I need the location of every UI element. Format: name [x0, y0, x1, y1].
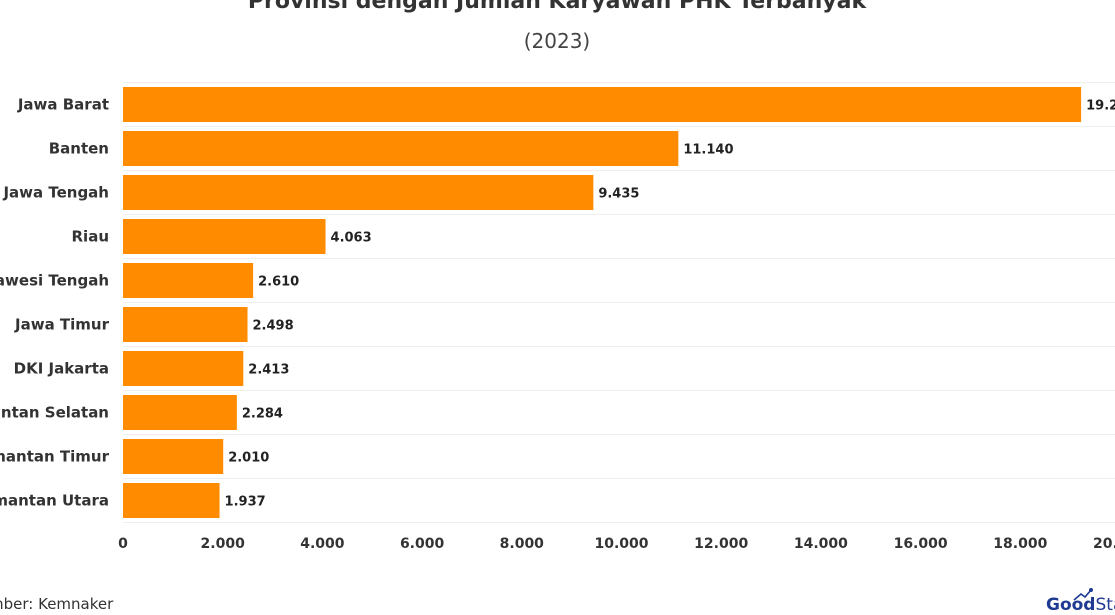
category-label: Kalimantan Utara	[0, 492, 109, 510]
value-label: 2.498	[253, 319, 294, 334]
value-label: 2.284	[242, 407, 283, 422]
category-label: Jawa Timur	[14, 316, 110, 334]
x-tick-label: 14.000	[794, 536, 848, 552]
chart-subtitle: (2023)	[524, 29, 591, 53]
category-label: Banten	[49, 140, 109, 158]
x-tick-label: 0	[118, 536, 128, 552]
x-tick-label: 8.000	[500, 536, 545, 552]
value-labels: 19.220 11.140 9.435 4.063 2.610 2.498 2.413 2.2…	[225, 99, 1115, 510]
value-label: 19.220	[1086, 99, 1115, 114]
logo-good-text: Good	[1046, 595, 1095, 615]
x-tick-label: 6.000	[400, 536, 445, 552]
grid-lines	[123, 82, 1115, 523]
bar	[123, 395, 237, 430]
category-label: DKI Jakarta	[14, 360, 109, 378]
bars	[123, 87, 1082, 518]
value-label: 2.010	[228, 451, 269, 466]
category-label: Jawa Tengah	[2, 184, 109, 202]
value-label: 11.140	[683, 143, 733, 158]
bar	[123, 439, 224, 474]
goodstats-logo: GoodStats	[1046, 588, 1115, 615]
bar	[123, 263, 254, 298]
category-label: Kalimantan Selatan	[0, 404, 109, 422]
x-tick-label: 12.000	[694, 536, 748, 552]
chart-title: Provinsi dengan Jumlah Karyawan PHK Terb…	[248, 0, 868, 14]
x-tick-label: 16.000	[894, 536, 948, 552]
value-label: 2.610	[258, 275, 299, 290]
x-axis-ticks: 0 2.000 4.000 6.000 8.000 10.000 12.000 14.000 1…	[118, 536, 1115, 552]
bar	[123, 307, 248, 342]
x-tick-label: 4.000	[300, 536, 345, 552]
bar	[123, 87, 1082, 122]
category-label: Kalimantan Timur	[0, 448, 110, 466]
category-label: Riau	[72, 228, 110, 246]
bar	[123, 131, 679, 166]
logo-stats-text: Stats	[1095, 595, 1115, 615]
value-label: 9.435	[598, 187, 639, 202]
bar	[123, 483, 220, 518]
value-label: 1.937	[225, 495, 266, 510]
x-tick-label: 10.000	[594, 536, 648, 552]
bar	[123, 351, 244, 386]
logo-trend-icon	[1073, 589, 1092, 601]
source-note: Sumber: Kemnaker	[0, 595, 114, 613]
bar	[123, 219, 326, 254]
logo-dot-icon	[1089, 588, 1093, 592]
bar	[123, 175, 594, 210]
value-label: 4.063	[331, 231, 372, 246]
category-labels: Jawa Barat Banten Jawa Tengah Riau Sulawesi …	[0, 96, 110, 510]
x-tick-label: 20.000	[1093, 536, 1115, 552]
x-tick-label: 2.000	[201, 536, 246, 552]
x-tick-label: 18.000	[993, 536, 1047, 552]
svg-text:GoodStats: GoodStats	[1046, 595, 1115, 615]
value-label: 2.413	[248, 363, 289, 378]
category-label: Jawa Barat	[17, 96, 109, 114]
category-label: Sulawesi Tengah	[0, 272, 109, 290]
